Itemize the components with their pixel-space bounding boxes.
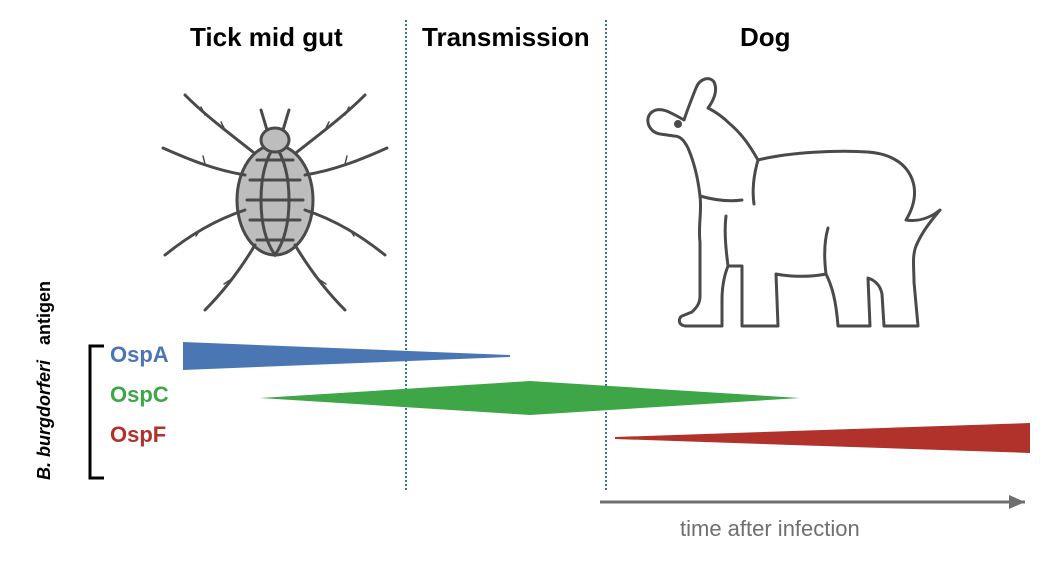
ospf-wedge [615, 423, 1030, 453]
time-arrow-label: time after infection [680, 516, 860, 542]
ospa-wedge [183, 342, 510, 370]
time-arrow-head [1009, 495, 1025, 509]
ospc-diamond [260, 381, 800, 415]
antigen-shapes [0, 0, 1046, 576]
diagram-root: Tick mid gut Transmission Dog [0, 0, 1046, 576]
